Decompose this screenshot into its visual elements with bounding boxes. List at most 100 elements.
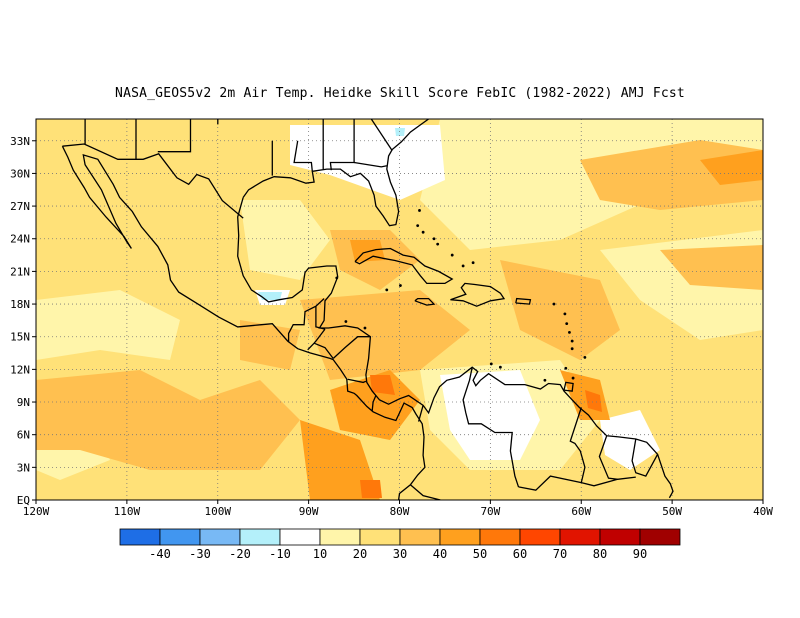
map-area [36,119,763,500]
island-mark [565,322,569,326]
coastline-segment [61,145,426,500]
colorbar-label: 90 [633,547,647,561]
coastline-segment [417,405,424,422]
coastline-segment [293,140,313,172]
island-mark [450,253,454,257]
lat-tick-label: 33N [10,135,30,148]
island-mark [436,242,440,246]
coastline-segment [518,475,636,491]
field-patch [36,370,300,470]
coastline-segment [347,378,367,384]
colorbar-label: 50 [473,547,487,561]
lat-tick-label: 27N [10,200,30,213]
lat-tick-label: 9N [17,396,30,409]
coastline-segment [409,484,441,500]
island-mark [335,276,339,280]
coastline-segment [631,438,659,477]
coastline-segment [307,328,326,351]
island-mark [344,320,348,323]
field-patch [240,320,300,370]
coastline-segment [371,395,377,411]
colorbar-label: 80 [593,547,607,561]
colorbar-swatch [639,528,681,546]
coastline-segment [157,119,192,153]
lat-tick-label: 24N [10,233,30,246]
coastline-segment [598,435,618,480]
coastline-segment [332,336,371,359]
field-patch [370,375,395,395]
lat-tick-label: 3N [17,461,30,474]
field-patch [500,260,620,360]
island-mark [418,209,421,212]
coastline-segment [563,381,574,392]
island-mark [421,230,425,234]
coastline-segment [370,119,393,151]
colorbar-swatch [199,528,241,546]
island-mark [399,284,402,287]
colorbar-label: 20 [353,547,367,561]
lon-tick-label: 120W [23,505,50,518]
coastline-segment [450,282,506,307]
colorbar-swatch [479,528,521,546]
colorbar-swatch [319,528,361,546]
island-mark [385,288,389,292]
lon-tick-label: 100W [205,505,232,518]
lat-tick-label: EQ [17,494,30,507]
coastline-segment [414,297,436,306]
coastline-segment [329,119,355,171]
coastlines [61,119,674,500]
coastline-segment [313,342,334,359]
colorbar-swatch [399,528,441,546]
colorbar-label: 10 [313,547,327,561]
field-patch [360,480,382,498]
colorbar-swatch [519,528,561,546]
colorbar-label: -40 [149,547,171,561]
lon-tick-label: 90W [299,505,319,518]
field-patch [585,390,602,412]
field-patch [36,290,180,360]
lon-tick-label: 40W [753,505,773,518]
colorbar-swatch [359,528,401,546]
coastline-segment [242,119,429,227]
colorbar-label: 60 [513,547,527,561]
colorbar-swatch [439,528,481,546]
coastline-segment [353,161,387,168]
island-mark [563,312,567,316]
field-patch [330,370,420,440]
island-mark [363,326,367,330]
colorbar: -40 -30 -20 -10 10 20 30 40 50 60 70 80 90 [119,528,681,561]
field-patch [700,150,763,185]
colorbar-label: 40 [433,547,447,561]
lon-tick-label: 110W [114,505,141,518]
lat-tick-label: 15N [10,331,30,344]
island-mark [583,355,587,359]
lon-tick-label: 70W [480,505,500,518]
island-mark [432,237,436,241]
island-mark [571,376,575,380]
coastline-segment [354,247,454,285]
island-mark [471,261,475,265]
coastline-segment [462,367,520,488]
island-mark [552,302,556,306]
field-patch [290,125,445,200]
coastline-segment [515,297,532,305]
island-mark [498,365,502,369]
coastline-segment [569,407,586,483]
colorbar-swatch [279,528,321,546]
island-mark [489,362,493,366]
field-patch [240,200,330,280]
island-mark [461,264,465,268]
island-mark [570,347,574,351]
colorbar-swatch [239,528,281,546]
field-patch [300,290,470,380]
skill-score-field [36,119,763,500]
colorbar-label: 70 [553,547,567,561]
island-mark [543,378,547,382]
colorbar-label: 30 [393,547,407,561]
island-mark [416,224,420,228]
coastline-segment [237,197,674,499]
colorbar-label: -10 [269,547,291,561]
field-patch [660,245,763,290]
